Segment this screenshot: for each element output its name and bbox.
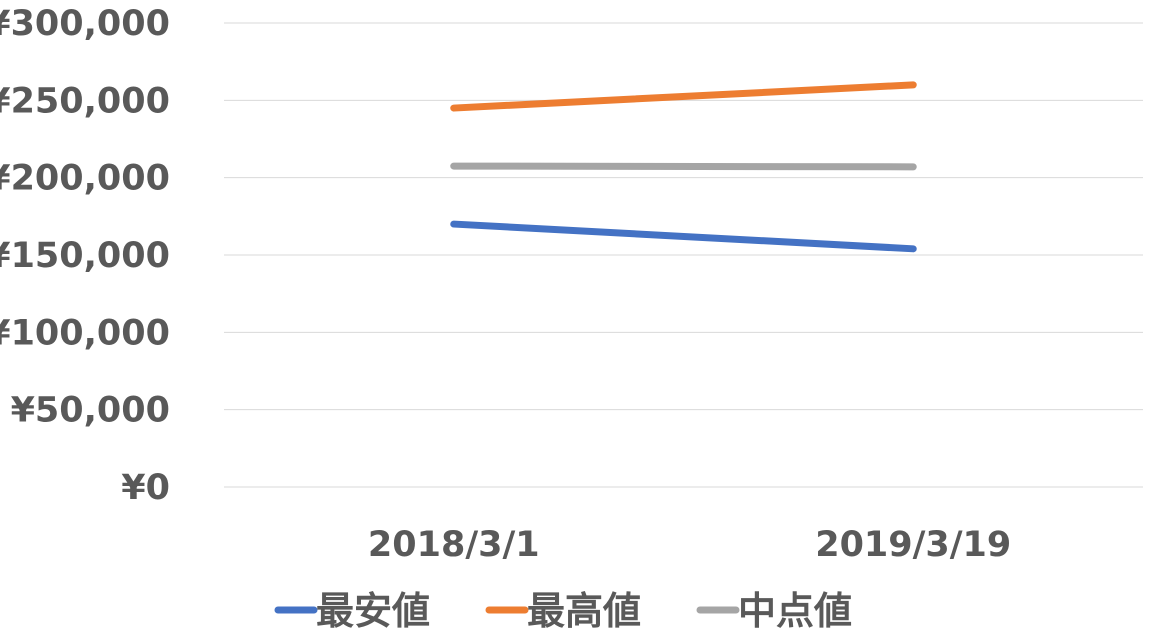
legend-label: 中点値	[738, 589, 852, 633]
series-line-1	[450, 81, 917, 112]
y-tick-label: ¥50,000	[11, 391, 170, 431]
data-point	[912, 248, 914, 250]
x-tick-label: 2018/3/1	[368, 525, 540, 565]
legend-label: 最高値	[527, 589, 641, 633]
series-line-2	[450, 162, 917, 171]
series-lines	[450, 81, 917, 253]
legend: 最安値 最高値 中点値	[274, 589, 852, 633]
data-point	[912, 84, 914, 86]
y-tick-label: ¥150,000	[0, 236, 170, 276]
data-point	[453, 223, 455, 225]
data-point	[912, 166, 914, 168]
y-tick-label: ¥0	[121, 468, 170, 508]
gridlines	[224, 22, 1143, 488]
x-tick-label: 2019/3/19	[815, 525, 1011, 565]
data-point	[453, 165, 455, 167]
series-line-0	[450, 220, 917, 253]
y-tick-label: ¥300,000	[0, 4, 170, 44]
y-tick-label: ¥250,000	[0, 81, 170, 121]
y-tick-label: ¥200,000	[0, 159, 170, 199]
x-axis-ticks: 2018/3/1 2019/3/19	[368, 525, 1011, 565]
y-axis-ticks: ¥0 ¥50,000 ¥100,000 ¥150,000 ¥200,000 ¥250,00…	[0, 4, 170, 508]
data-point	[453, 107, 455, 109]
y-tick-label: ¥100,000	[0, 313, 170, 353]
legend-label: 最安値	[316, 589, 430, 633]
